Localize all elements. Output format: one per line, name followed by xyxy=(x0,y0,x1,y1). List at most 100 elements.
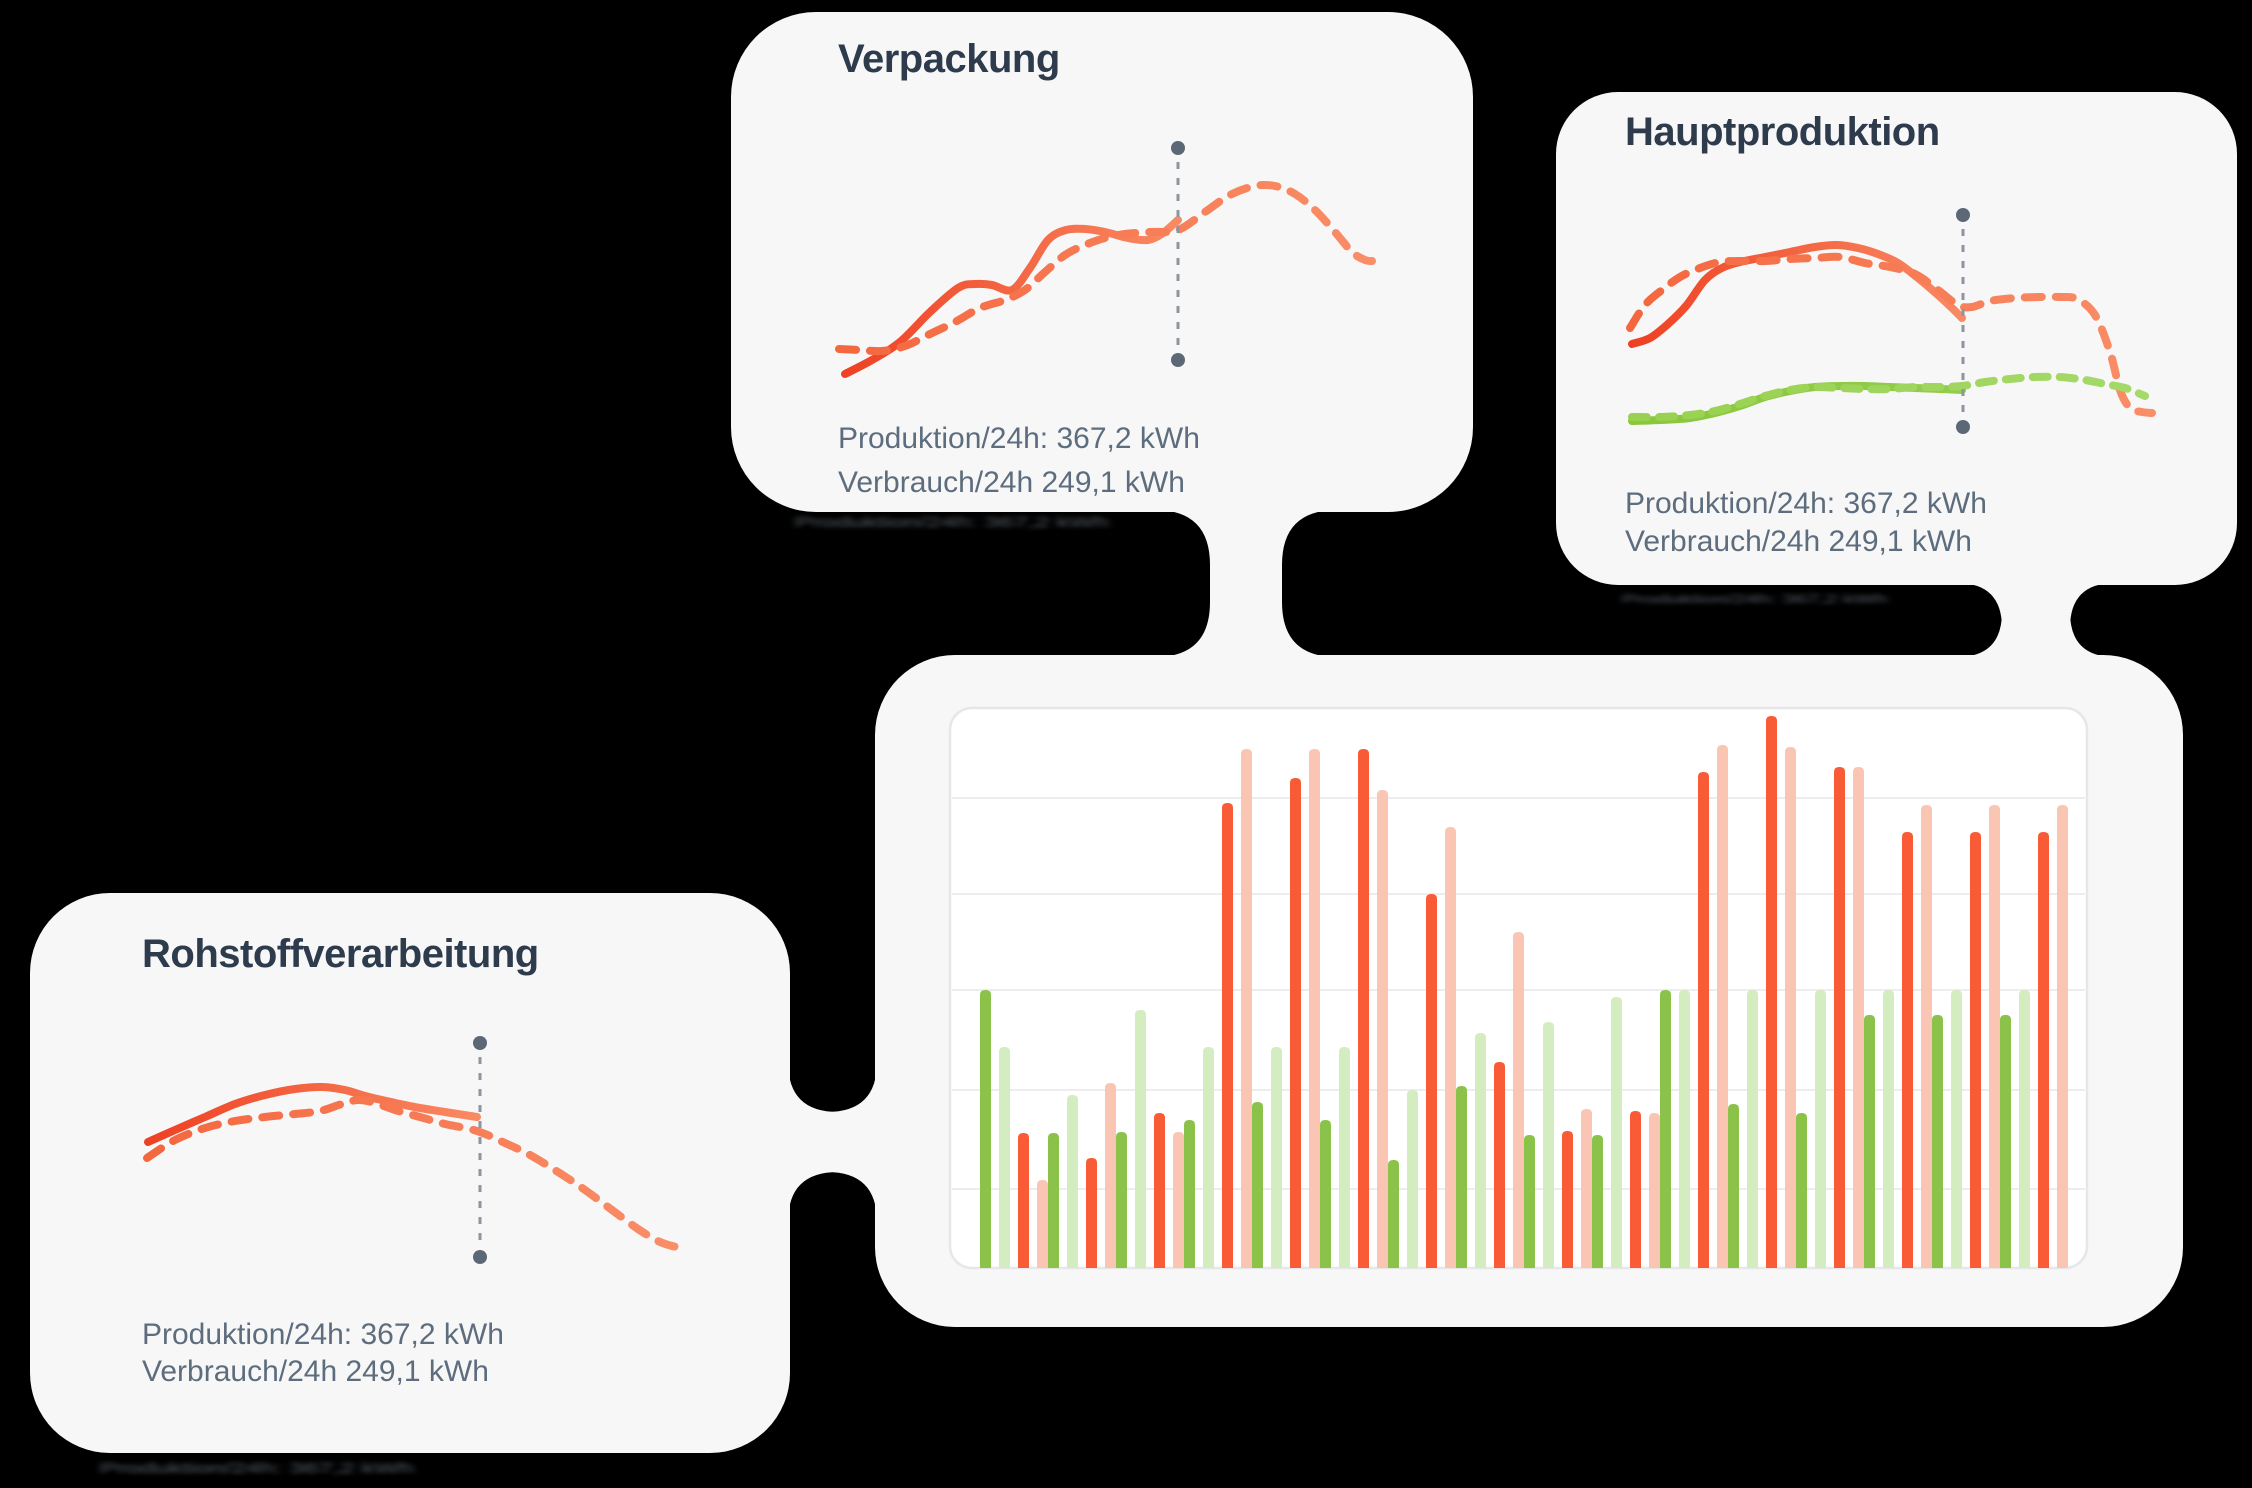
bar-light-green xyxy=(1067,1095,1078,1268)
bar-dark-green xyxy=(1252,1102,1263,1268)
marker-dot-bottom xyxy=(1171,353,1185,367)
bar-light-green xyxy=(2019,990,2030,1268)
bar-dark-red xyxy=(1970,832,1981,1268)
bar-dark-red xyxy=(1562,1131,1573,1268)
marker-dot-top xyxy=(473,1036,487,1050)
bar-dark-red xyxy=(2038,832,2049,1268)
bar-light-red xyxy=(1581,1109,1592,1268)
bar-dark-red xyxy=(1086,1158,1097,1268)
node-card-hauptproduktion[interactable]: Hauptproduktion Produktion/24h: 367,2 kW… xyxy=(1556,92,2237,585)
bar-light-green xyxy=(1543,1022,1554,1268)
bar-light-red xyxy=(1717,745,1728,1268)
neck-rohstoff-to-big xyxy=(788,1062,877,1222)
card-title-verpackung: Verpackung xyxy=(838,37,1060,81)
bar-light-green xyxy=(1951,990,1962,1268)
node-card-verpackung[interactable]: Verpackung Produktion/24h: 367,2 kWh Ver… xyxy=(731,12,1473,512)
hauptproduktion-lines xyxy=(1626,208,2156,434)
bar-light-green xyxy=(1135,1010,1146,1268)
bar-dark-red xyxy=(1222,803,1233,1268)
card-title-rohstoffverarbeitung: Rohstoffverarbeitung xyxy=(142,932,539,976)
marker-dot-bottom xyxy=(1956,420,1970,434)
bar-light-red xyxy=(1173,1132,1184,1268)
bar-dark-green xyxy=(1932,1015,1943,1268)
bar-light-red xyxy=(1309,749,1320,1268)
stat-verbrauch: Verbrauch/24h 249,1 kWh xyxy=(142,1355,489,1388)
bar-light-green xyxy=(1611,997,1622,1268)
card-title-hauptproduktion: Hauptproduktion xyxy=(1625,110,1940,154)
verpackung-lines xyxy=(835,141,1376,378)
shadow-smudge: Produktion/24h: 367,2 kWh xyxy=(795,514,1109,531)
bar-light-red xyxy=(1785,747,1796,1268)
bar-dark-green xyxy=(1320,1120,1331,1268)
bar-dark-green xyxy=(1184,1120,1195,1268)
bar-light-red xyxy=(1649,1113,1660,1268)
bar-light-green xyxy=(1679,990,1690,1268)
bar-light-red xyxy=(1513,932,1524,1268)
bar-dark-green xyxy=(1388,1160,1399,1268)
shadow-smudge: Produktion/24h: 367,2 kWh xyxy=(1622,592,1888,606)
bar-dark-red xyxy=(1018,1133,1029,1268)
node-card-rohstoffverarbeitung[interactable]: Rohstoffverarbeitung Produktion/24h: 367… xyxy=(30,893,790,1453)
line-verbrauch-dashed xyxy=(1626,252,2156,417)
bar-light-green xyxy=(1747,990,1758,1268)
bar-light-green xyxy=(999,1047,1010,1268)
stat-produktion: Produktion/24h: 367,2 kWh xyxy=(142,1318,504,1351)
bar-light-green xyxy=(1407,1090,1418,1268)
stat-produktion: Produktion/24h: 367,2 kWh xyxy=(1625,487,1987,520)
line-verbrauch-dashed xyxy=(835,180,1376,356)
bar-dark-red xyxy=(1766,716,1777,1268)
bar-light-green xyxy=(1271,1047,1282,1268)
marker-dot-top xyxy=(1956,208,1970,222)
line-verbrauch-dashed xyxy=(143,1095,684,1251)
marker-dot-top xyxy=(1171,141,1185,155)
bar-dark-green xyxy=(1864,1015,1875,1268)
bar-dark-red xyxy=(1426,894,1437,1268)
line-produktion-solid xyxy=(144,1082,481,1146)
bar-light-red xyxy=(1377,790,1388,1268)
bar-light-red xyxy=(1989,805,2000,1268)
bar-dark-red xyxy=(1154,1113,1165,1268)
bar-dark-red xyxy=(1494,1062,1505,1268)
bar-light-red xyxy=(2057,805,2068,1268)
line-produktion-solid xyxy=(841,216,1182,378)
bar-dark-green xyxy=(1048,1133,1059,1268)
neck-verpackung-to-big xyxy=(1155,510,1337,657)
stat-verbrauch: Verbrauch/24h 249,1 kWh xyxy=(838,466,1185,499)
bar-dark-red xyxy=(1630,1111,1641,1268)
bar-dark-red xyxy=(1290,778,1301,1268)
bar-dark-green xyxy=(1456,1086,1467,1268)
bar-series xyxy=(980,716,2068,1268)
bar-dark-green xyxy=(2000,1015,2011,1268)
bar-light-red xyxy=(1037,1180,1048,1268)
line-nebenlinie-dashed xyxy=(1628,372,2149,422)
bar-dark-red xyxy=(1358,749,1369,1268)
bar-dark-green xyxy=(1116,1132,1127,1268)
bar-dark-green xyxy=(1728,1104,1739,1268)
neck-hauptproduktion-to-big xyxy=(1957,583,2115,657)
rohstoff-lines xyxy=(143,1036,684,1264)
bar-dark-green xyxy=(1592,1135,1603,1268)
bar-dark-red xyxy=(1834,767,1845,1268)
bar-light-red xyxy=(1921,805,1932,1268)
bar-light-green xyxy=(1815,990,1826,1268)
bar-light-green xyxy=(1475,1033,1486,1268)
stat-verbrauch: Verbrauch/24h 249,1 kWh xyxy=(1625,525,1972,558)
bar-dark-red xyxy=(1698,772,1709,1268)
bar-light-red xyxy=(1241,749,1252,1268)
bar-dark-green xyxy=(1524,1135,1535,1268)
bar-light-red xyxy=(1105,1083,1116,1268)
bar-dark-green xyxy=(1796,1113,1807,1268)
bar-light-green xyxy=(1339,1047,1350,1268)
stat-produktion: Produktion/24h: 367,2 kWh xyxy=(838,422,1200,455)
shadow-smudge: Produktion/24h: 367,2 kWh xyxy=(100,1460,414,1477)
bar-dark-green xyxy=(1660,990,1671,1268)
marker-dot-bottom xyxy=(473,1250,487,1264)
bar-dark-green xyxy=(980,990,991,1268)
bar-light-red xyxy=(1445,827,1456,1268)
bar-light-green xyxy=(1203,1047,1214,1268)
bar-light-green xyxy=(1883,990,1894,1268)
bar-light-red xyxy=(1853,767,1864,1268)
bar-dark-red xyxy=(1902,832,1913,1268)
